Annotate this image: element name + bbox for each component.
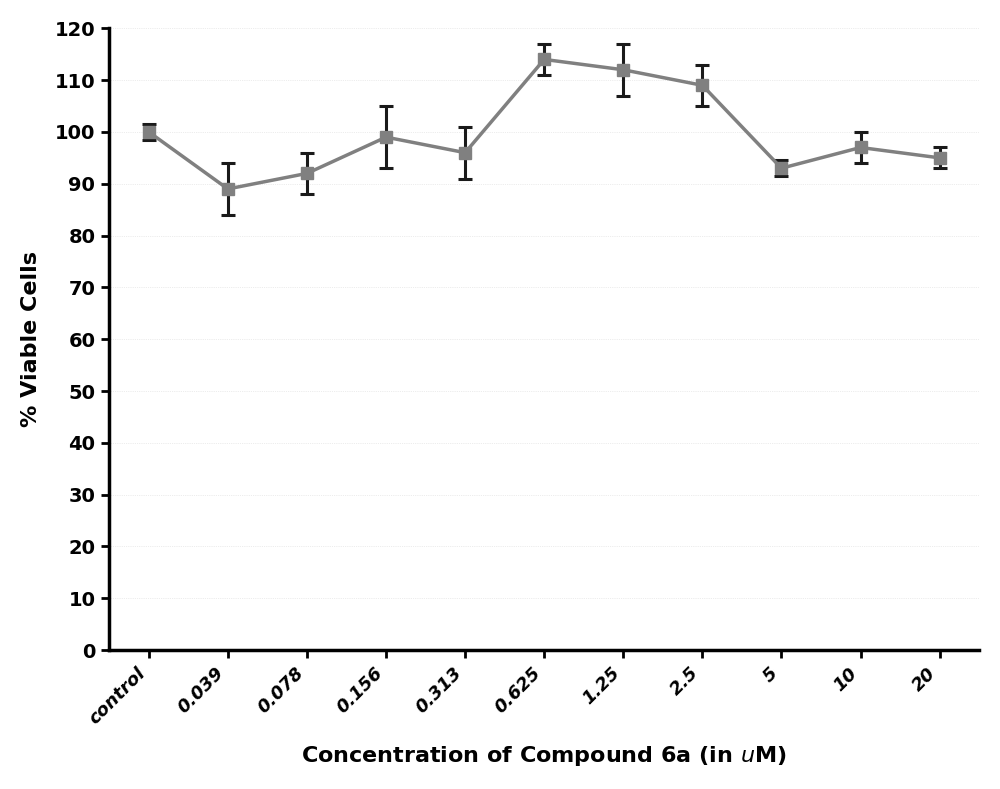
X-axis label: Concentration of Compound 6a (in $\mathit{u}$M): Concentration of Compound 6a (in $\mathi…	[301, 744, 787, 768]
Y-axis label: % Viable Cells: % Viable Cells	[21, 251, 41, 427]
